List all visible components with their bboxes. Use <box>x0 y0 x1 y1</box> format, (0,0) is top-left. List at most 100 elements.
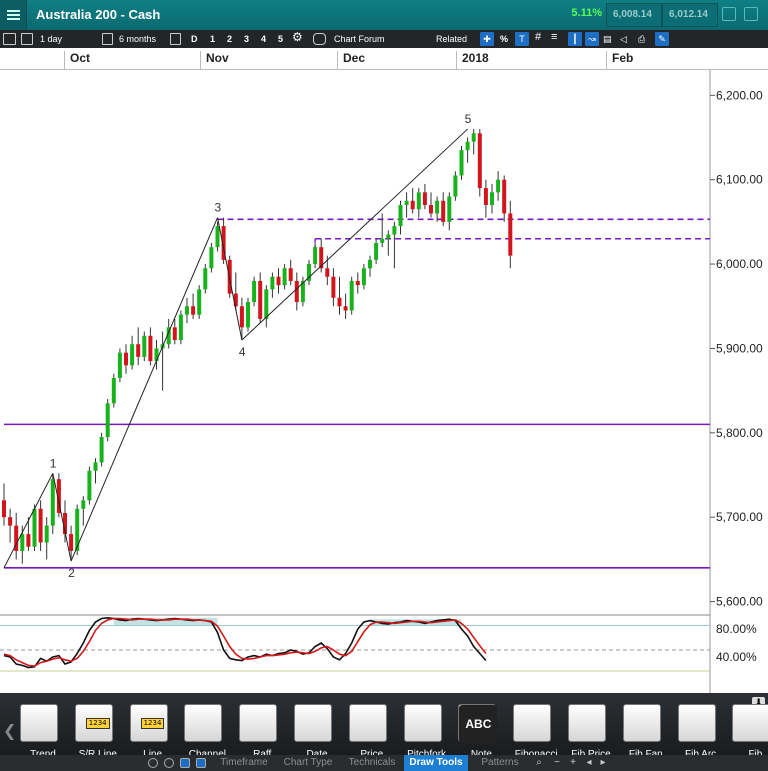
candle-up <box>313 247 318 265</box>
menu-button[interactable] <box>0 0 27 30</box>
tool-date[interactable]: Date <box>290 698 344 760</box>
candle-down <box>337 297 342 307</box>
oscillator-panel: 80.00% 40.00% <box>0 614 757 672</box>
zoom-d[interactable]: D <box>191 34 198 44</box>
candle-up <box>178 314 183 340</box>
tool-fibonacci[interactable]: Fibonacci <box>509 698 563 760</box>
tool-fib-fan[interactable]: Fib Fan <box>619 698 673 760</box>
layout-icon[interactable]: ▤ <box>603 34 612 44</box>
candle-up <box>300 280 305 303</box>
tool-label: Note <box>446 749 516 760</box>
popout-icon[interactable] <box>722 7 736 21</box>
tab-technicals[interactable]: Technicals <box>348 757 396 768</box>
panel-tabs: Timeframe Chart Type Technicals Draw Too… <box>0 755 768 771</box>
candle-type-icon[interactable]: ┃ <box>568 32 582 46</box>
candle-up <box>93 462 98 471</box>
split-icon[interactable]: ≡ <box>551 31 558 43</box>
candle-down <box>319 247 324 269</box>
candle-down <box>191 306 196 315</box>
pan-left-icon[interactable]: ◂ <box>586 757 592 768</box>
tool-channel[interactable]: Channel <box>180 698 234 760</box>
zoom-search-icon[interactable]: ⌕ <box>536 757 542 768</box>
candle-up <box>490 192 494 205</box>
grid-icon[interactable]: # <box>535 31 542 43</box>
related-link[interactable]: Related <box>436 34 468 44</box>
pencil-icon[interactable] <box>180 758 190 768</box>
candle-down <box>502 179 507 214</box>
range-icon[interactable] <box>102 33 113 45</box>
candle-up <box>32 508 37 547</box>
range-selector[interactable]: 6 months <box>119 34 157 44</box>
zoom-4[interactable]: 4 <box>261 34 267 44</box>
date-picker-icon[interactable] <box>170 33 181 45</box>
tab-draw-tools[interactable]: Draw Tools <box>404 755 468 771</box>
search-icon[interactable]: ⌕ <box>144 6 152 21</box>
percent-toggle[interactable]: % <box>500 34 509 44</box>
settings-panel-icon[interactable] <box>3 33 16 45</box>
crosshair-tool-icon[interactable]: ✚ <box>480 32 494 46</box>
buy-price-button[interactable]: 6,012.14 ▼ <box>662 3 718 42</box>
scroll-left-icon[interactable]: ❮ <box>3 723 17 740</box>
zoom-in-icon[interactable]: + <box>570 757 576 768</box>
candle-up <box>154 348 159 362</box>
sell-price-button[interactable]: 6,008.14 ▼ <box>606 3 662 42</box>
pan-right-icon[interactable]: ▸ <box>600 757 606 768</box>
zoom-5[interactable]: 5 <box>278 34 284 44</box>
indicator-icon[interactable]: ↝ <box>585 32 599 46</box>
tool-s-r-line[interactable]: 1234S/R Line <box>71 698 125 760</box>
zoom-3[interactable]: 3 <box>244 34 250 44</box>
tab-timeframe[interactable]: Timeframe <box>220 757 268 768</box>
calendar-icon[interactable] <box>21 33 33 45</box>
text-tool-icon[interactable]: T <box>515 32 529 46</box>
candle-down <box>239 306 244 328</box>
tool-fib-price[interactable]: Fib Price <box>564 698 618 760</box>
candle-down <box>63 512 67 535</box>
change-percent: 5.11% <box>571 7 602 19</box>
block-icon[interactable] <box>164 758 174 768</box>
tool-trend[interactable]: Trend <box>16 698 70 760</box>
candle-up <box>252 280 257 303</box>
tool-fib[interactable]: Fib <box>728 698 768 760</box>
tool-note[interactable]: ABCNote <box>454 698 508 760</box>
candle-up <box>404 200 409 205</box>
drawing-icon[interactable]: ✎ <box>655 32 669 46</box>
layers-icon[interactable] <box>196 758 206 768</box>
tool-price[interactable]: Price <box>345 698 399 760</box>
chart-toolbar: 1 day 6 months D 1 2 3 4 5 ⚙ Chart Forum… <box>0 30 768 48</box>
candle-up <box>111 377 116 404</box>
chat-icon[interactable] <box>313 33 326 45</box>
collapse-dock-icon[interactable]: ⬇ <box>752 697 765 708</box>
chart-forum-link[interactable]: Chart Forum <box>334 34 385 44</box>
tool-line[interactable]: 1234Line <box>126 698 180 760</box>
zoom-out-icon[interactable]: − <box>554 757 560 768</box>
candle-down <box>343 306 348 311</box>
wave-segment <box>241 128 468 341</box>
channel-icon <box>184 704 223 742</box>
wave-label: 1 <box>50 456 57 470</box>
wave-segment <box>217 217 243 341</box>
candle-up <box>44 525 49 543</box>
candle-down <box>288 268 293 281</box>
zoom-2[interactable]: 2 <box>227 34 233 44</box>
gear-icon[interactable]: ⚙ <box>292 30 303 44</box>
reset-icon[interactable] <box>148 758 158 768</box>
candle-up <box>270 276 275 290</box>
close-window-icon[interactable] <box>744 7 758 21</box>
tool-pitchfork[interactable]: Pitchfork <box>400 698 454 760</box>
back-icon[interactable]: ◁ <box>620 34 627 44</box>
price-chart[interactable]: 6,200.00 6,100.00 6,000.00 5,900.00 5,800.00… <box>0 70 768 693</box>
tab-patterns[interactable]: Patterns <box>481 757 519 768</box>
time-axis: Oct Nov Dec 2018 Feb <box>0 48 768 70</box>
horizontal-lines <box>4 218 710 569</box>
tab-chart-type[interactable]: Chart Type <box>283 757 333 768</box>
tool-raff[interactable]: Raff <box>235 698 289 760</box>
print-icon[interactable]: ⎙ <box>638 34 646 44</box>
candle-down <box>56 479 61 513</box>
zoom-1[interactable]: 1 <box>210 34 216 44</box>
candle-up <box>264 289 269 319</box>
tool-fib-arc[interactable]: Fib Arc <box>674 698 728 760</box>
candle-up <box>349 280 354 311</box>
wave-segment <box>70 217 218 562</box>
interval-selector[interactable]: 1 day <box>40 34 63 44</box>
